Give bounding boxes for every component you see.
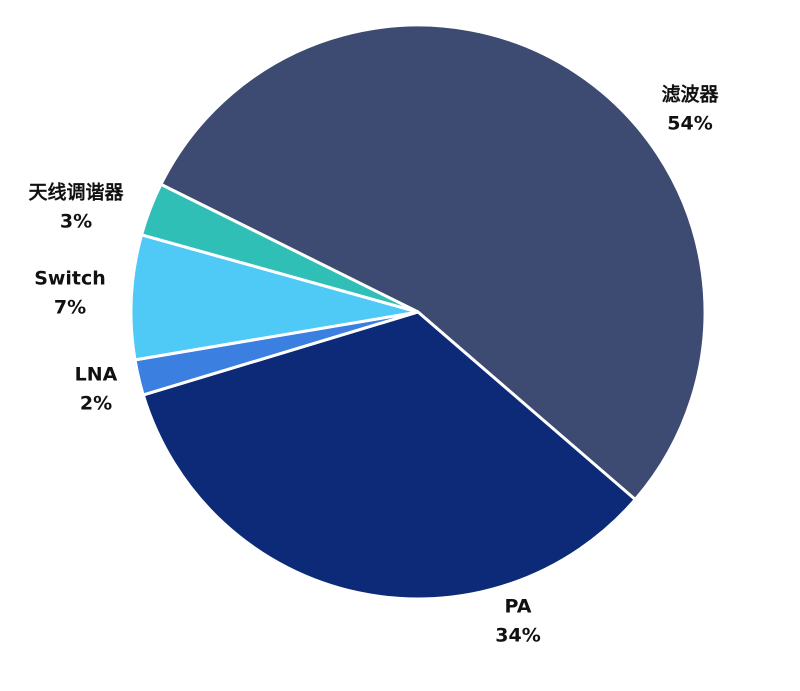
slice-label: 天线调谐器 [28, 181, 124, 204]
slice-label: 滤波器 [661, 83, 719, 106]
slice-value: 3% [60, 211, 92, 233]
slice-value: 7% [54, 297, 86, 319]
slice-label: Switch [34, 268, 106, 290]
slice-label: LNA [75, 364, 118, 386]
slice-value: 2% [80, 393, 112, 415]
slice-value: 34% [495, 625, 540, 647]
slice-value: 54% [667, 113, 712, 135]
slice-label: PA [505, 596, 532, 618]
pie-slice [158, 23, 707, 502]
pie-slice [139, 182, 419, 314]
pie-slice [129, 232, 419, 362]
pie-slice [141, 310, 638, 601]
